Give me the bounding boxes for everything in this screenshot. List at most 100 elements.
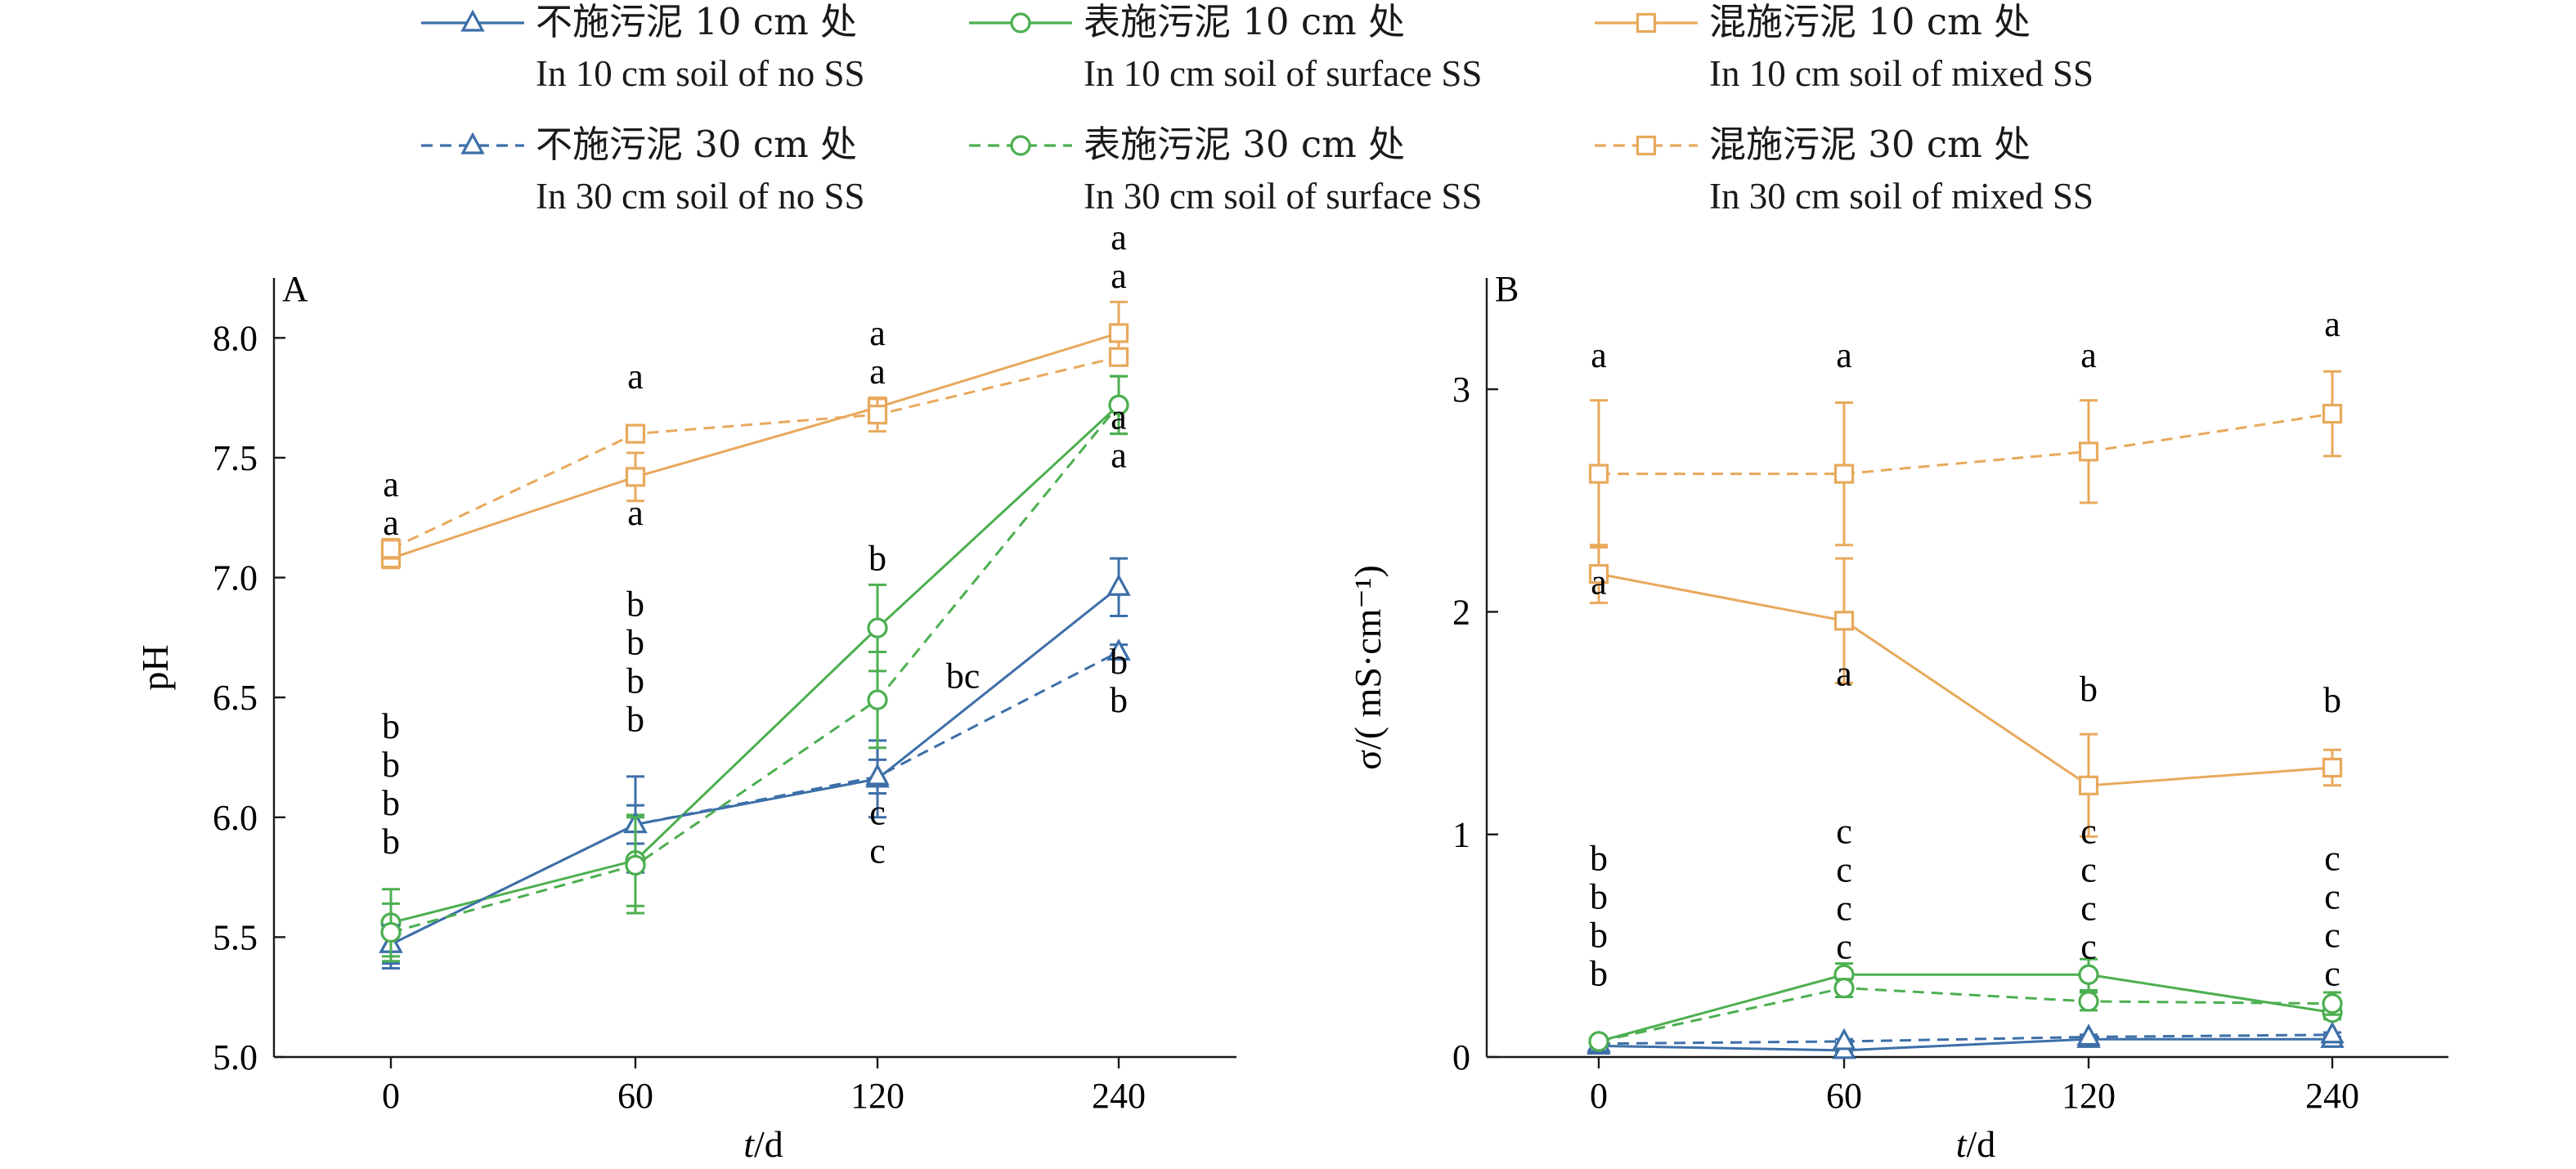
legend-label-zh: 表施污泥 10 cm 处 — [1084, 0, 1406, 43]
y-axis-title: pH — [134, 644, 176, 690]
legend-label-zh: 表施污泥 30 cm 处 — [1084, 123, 1406, 166]
significance-label: b — [626, 622, 644, 662]
x-tick-label: 240 — [1092, 1076, 1146, 1116]
significance-label: a — [2324, 304, 2340, 344]
x-axis-title-unit: /d — [754, 1123, 783, 1165]
significance-label: b — [382, 822, 400, 862]
data-point — [2322, 993, 2343, 1014]
significance-label: a — [2080, 335, 2097, 375]
significance-label: b — [2323, 680, 2341, 720]
data-point — [867, 617, 888, 638]
data-point — [625, 854, 646, 876]
x-axis-title: t/d — [743, 1123, 783, 1165]
circle-marker-icon — [1010, 135, 1031, 156]
significance-label: a — [1836, 335, 1852, 375]
significance-label: b — [2080, 669, 2098, 709]
data-point — [1588, 1031, 1609, 1052]
x-tick-label: 60 — [1826, 1076, 1862, 1116]
legend-entry — [969, 135, 1072, 156]
x-axis-title: t/d — [1956, 1123, 1996, 1165]
y-tick-label: 0 — [1452, 1037, 1470, 1077]
y-tick-label: 6.5 — [213, 678, 258, 718]
series-line — [390, 332, 1120, 560]
significance-label: c — [1836, 927, 1852, 967]
legend-entry — [421, 132, 524, 155]
series-line — [1599, 412, 2333, 476]
significance-label: a — [1836, 653, 1852, 693]
series-4 — [380, 374, 1129, 963]
series-line — [390, 404, 1120, 934]
significance-label: c — [1836, 850, 1852, 890]
series-line — [1598, 1037, 2332, 1052]
triangle-marker-icon — [460, 132, 485, 155]
significance-label: b — [1590, 876, 1608, 916]
significance-label: b — [382, 745, 400, 785]
series-3 — [379, 638, 1131, 965]
data-point — [1108, 347, 1129, 367]
data-point — [1108, 323, 1129, 343]
data-point — [2322, 757, 2343, 778]
significance-label: b — [868, 539, 886, 579]
data-point — [2076, 1023, 2101, 1046]
series-line — [390, 404, 1120, 925]
data-point — [1833, 977, 1855, 999]
square-marker-icon — [1636, 135, 1657, 156]
legend-entry — [1595, 135, 1698, 156]
x-axis-title-unit: /d — [1967, 1123, 1996, 1165]
significance-label: a — [1111, 256, 1127, 296]
data-point — [1108, 394, 1129, 416]
series-line — [390, 356, 1120, 550]
significance-label: b — [626, 699, 644, 739]
x-tick-label: 0 — [1590, 1076, 1608, 1116]
legend-label-en: In 10 cm soil of no SS — [536, 53, 865, 94]
series-4 — [1588, 977, 2343, 1052]
panel-label: B — [1495, 269, 1519, 309]
series-line — [1598, 1033, 2333, 1046]
x-tick-label: 240 — [2305, 1076, 2359, 1116]
x-tick-label: 60 — [617, 1076, 653, 1116]
significance-label: a — [1111, 397, 1127, 437]
series-5 — [380, 347, 1129, 560]
significance-label: b — [626, 584, 644, 624]
legend-label-zh: 不施污泥 30 cm 处 — [536, 123, 858, 166]
legend-entry — [421, 9, 524, 32]
x-axis-title-var: t — [1956, 1123, 1968, 1165]
panel-label: A — [282, 269, 308, 309]
y-tick-label: 5.5 — [213, 917, 258, 957]
legend-label-en: In 30 cm soil of no SS — [536, 176, 865, 217]
significance-label: c — [869, 793, 886, 833]
series-5 — [1588, 370, 2343, 549]
significance-label: b — [1110, 680, 1128, 720]
significance-label: a — [627, 356, 644, 396]
series-1 — [380, 374, 1129, 958]
significance-label: c — [2080, 927, 2097, 967]
x-axis-title-var: t — [743, 1123, 755, 1165]
significance-label: c — [2080, 812, 2097, 852]
significance-label: c — [2080, 850, 2097, 890]
significance-label: a — [1591, 562, 1607, 602]
significance-label: c — [2324, 838, 2340, 878]
data-point — [380, 539, 402, 559]
significance-label: a — [869, 352, 886, 392]
legend-label-en: In 30 cm soil of mixed SS — [1709, 176, 2094, 217]
y-tick-label: 5.0 — [213, 1037, 258, 1077]
series-2 — [1588, 544, 2343, 838]
x-tick-label: 0 — [382, 1076, 400, 1116]
chart-panel-a: A5.05.56.06.57.07.58.00 60 120 240t/dpHaabb… — [134, 217, 1236, 1165]
legend-label-en: In 10 cm soil of mixed SS — [1709, 53, 2094, 94]
series-2 — [380, 300, 1129, 570]
significance-label: c — [2080, 889, 2097, 929]
y-tick-label: 6.0 — [213, 798, 258, 838]
y-axis-title: σ/( mS·cm⁻¹) — [1347, 565, 1389, 770]
data-point — [2322, 403, 2343, 424]
series-line — [1598, 973, 2333, 1043]
significance-label: b — [382, 706, 400, 746]
data-point — [2078, 775, 2099, 795]
data-point — [625, 467, 646, 487]
legend-label-en: In 10 cm soil of surface SS — [1084, 53, 1483, 94]
square-marker-icon — [1636, 12, 1657, 34]
y-tick-label: 2 — [1452, 592, 1470, 632]
y-tick-label: 7.5 — [213, 438, 258, 478]
